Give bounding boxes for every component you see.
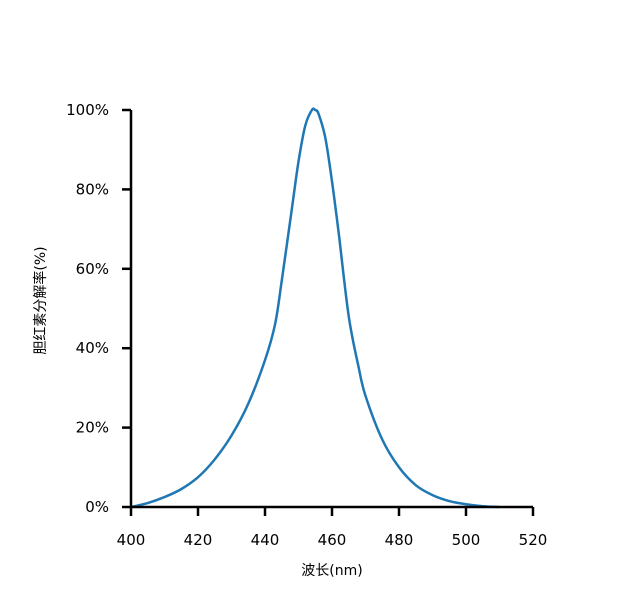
- series-layer: [130, 107, 500, 509]
- y-tick-label: 20%: [76, 419, 109, 437]
- x-tick-label: 480: [385, 531, 414, 549]
- x-tick-label: 440: [251, 531, 280, 549]
- series-line-0: [130, 107, 500, 509]
- x-tick-label: 460: [318, 531, 347, 549]
- x-tick-label: 400: [117, 531, 146, 549]
- x-tick-label: 500: [452, 531, 481, 549]
- x-axis-ticks: 400 420 440 460 480 500 520: [117, 507, 548, 549]
- x-tick-label: 520: [519, 531, 548, 549]
- y-tick-label: 0%: [85, 498, 109, 516]
- y-tick-label: 100%: [66, 101, 109, 119]
- x-tick-label: 420: [184, 531, 213, 549]
- y-axis-title: 胆红素分解率(%): [32, 246, 49, 354]
- y-tick-label: 80%: [76, 180, 109, 198]
- y-axis-ticks: 0% 20% 40% 60% 80% 100%: [66, 101, 131, 516]
- y-tick-label: 60%: [76, 260, 109, 278]
- y-tick-label: 40%: [76, 339, 109, 357]
- x-axis-title: 波长(nm): [301, 563, 362, 579]
